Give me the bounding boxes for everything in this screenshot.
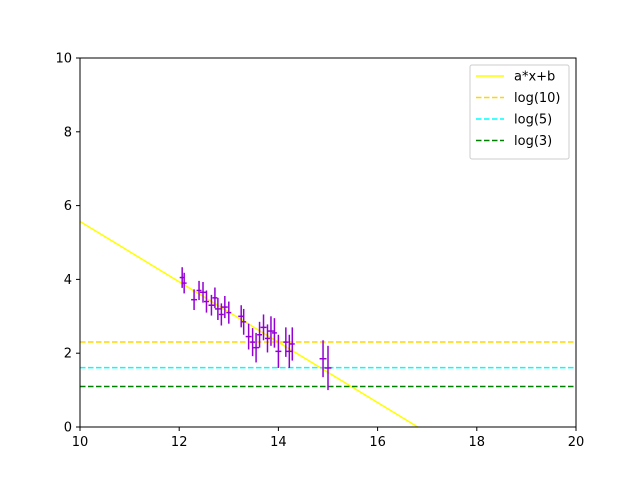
x-tick-label: 14 <box>270 435 287 450</box>
errorbar-point <box>221 296 228 319</box>
y-tick-label: 2 <box>64 347 72 362</box>
errorbar-point <box>226 301 232 324</box>
errorbar-point <box>250 328 256 357</box>
errorbar-point <box>265 324 270 353</box>
x-tick-label: 12 <box>171 435 188 450</box>
axes-frame <box>79 57 577 428</box>
legend-frame <box>469 64 570 160</box>
errorbar-point <box>257 321 263 348</box>
errorbar-point <box>286 334 293 368</box>
errorbar-point <box>260 314 267 341</box>
y-tick-label: 4 <box>64 273 72 288</box>
legend-label: a*x+b <box>514 70 555 85</box>
x-axis: 10 12 14 16 18 20 <box>72 427 585 450</box>
errorbar-point <box>241 308 247 335</box>
errorbar-point <box>208 294 215 316</box>
errorbar-point <box>253 332 260 363</box>
errorbar-point <box>275 334 282 368</box>
y-tick-label: 6 <box>64 199 72 214</box>
legend-label: log(10) <box>514 91 561 106</box>
errorbar-point <box>267 316 274 346</box>
x-tick-label: 18 <box>469 435 486 450</box>
y-axis: 0 2 4 6 8 10 <box>55 52 80 436</box>
errorbar-point <box>196 280 202 301</box>
x-tick-label: 16 <box>369 435 386 450</box>
y-tick-label: 10 <box>55 52 72 67</box>
legend-label: log(5) <box>514 113 552 128</box>
errorbar-point <box>200 281 206 303</box>
y-tick-label: 0 <box>64 421 72 436</box>
errorbar-point <box>245 323 252 350</box>
errorbar-point <box>214 297 221 320</box>
errorbar-point <box>204 290 209 313</box>
errorbar-point <box>181 272 187 294</box>
errorbar-point <box>218 303 224 326</box>
legend: a*x+b log(10) log(5) log(3) <box>469 64 570 160</box>
x-tick-label: 10 <box>72 435 89 450</box>
errorbar-point <box>191 289 198 311</box>
errorbar-point <box>324 345 332 391</box>
errorbar-point <box>289 327 295 361</box>
y-tick-label: 8 <box>64 125 72 140</box>
legend-label: log(3) <box>514 134 552 149</box>
errorbar-point <box>319 340 327 378</box>
x-tick-label: 20 <box>568 435 585 450</box>
errorbar-point <box>271 318 277 348</box>
errorbar-point <box>283 327 289 357</box>
errorbar-point <box>212 287 218 309</box>
data-marks <box>80 220 576 427</box>
